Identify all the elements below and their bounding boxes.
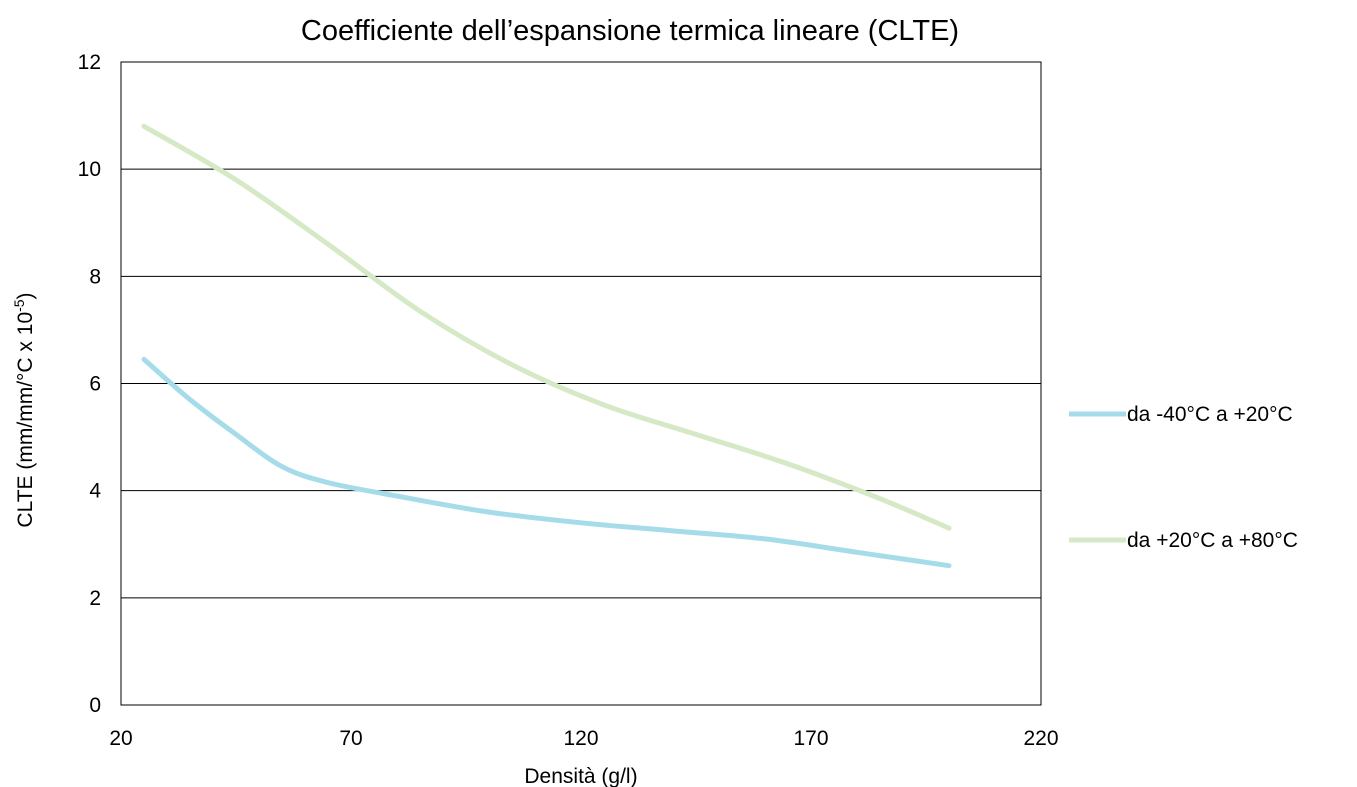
- y-axis-ticks: 0 2 4 6 8 10 12: [78, 51, 102, 717]
- x-axis-ticks: 20 70 120 170 220: [109, 727, 1058, 750]
- series-line-1: [141, 356, 952, 569]
- x-tick-label: 120: [563, 727, 598, 750]
- gridlines: [121, 168, 1041, 599]
- legend-label-2: da +20°C a +80°C: [1127, 529, 1298, 552]
- y-axis-label: CLTE (mm/mm/°C x 10-5): [11, 292, 37, 527]
- y-tick-label: 2: [89, 587, 101, 610]
- x-tick-label: 220: [1023, 727, 1058, 750]
- y-tick-label: 10: [78, 158, 101, 181]
- legend-label-1: da -40°C a +20°C: [1127, 403, 1293, 426]
- x-tick-label: 70: [339, 727, 362, 750]
- y-axis-label-main: CLTE (mm/mm/°C x 10: [14, 312, 37, 528]
- plot-area-border: [120, 61, 1042, 706]
- y-tick-label: 6: [89, 373, 101, 396]
- series-lines: [141, 123, 952, 569]
- y-axis-label-exponent: -5: [11, 299, 27, 312]
- series-line-2: [141, 123, 952, 531]
- x-tick-label: 170: [793, 727, 828, 750]
- y-tick-label: 8: [89, 265, 101, 288]
- y-tick-label: 4: [89, 480, 101, 503]
- x-axis-label: Densità (g/l): [524, 765, 637, 787]
- chart-title: Coefficiente dell’espansione termica lin…: [301, 15, 959, 47]
- legend: da -40°C a +20°C da +20°C a +80°C: [1069, 403, 1298, 552]
- y-axis-label-suffix: ): [14, 292, 37, 299]
- x-tick-label: 20: [109, 727, 132, 750]
- y-tick-label: 12: [78, 51, 101, 74]
- y-tick-label: 0: [89, 694, 101, 717]
